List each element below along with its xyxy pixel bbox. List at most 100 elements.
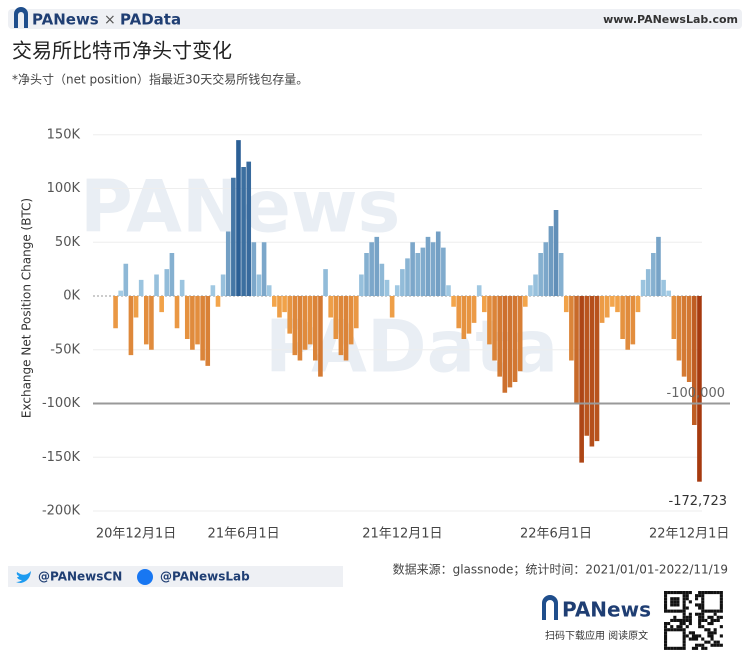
qr-module [695,594,699,598]
qr-module [682,609,686,613]
qr-module [719,643,723,647]
bar [297,296,303,361]
qr-module [698,634,702,638]
qr-module [701,606,705,610]
bar [400,269,405,296]
bar [671,296,677,339]
qr-module [673,628,677,632]
bar [666,290,672,296]
qr-module [688,615,692,619]
qr-module [698,622,702,626]
qr-module [719,634,723,638]
qr-module [701,637,705,641]
bar [113,296,118,329]
qr-module [701,615,705,619]
bar [118,290,123,296]
bar [574,296,579,404]
bar [410,242,415,296]
qr-module [685,591,689,595]
qr-module [704,640,708,644]
qr-module [710,609,714,613]
qr-module [701,612,705,616]
qr-module [682,618,686,622]
bar [497,296,502,377]
qr-module [673,615,677,619]
qr-module [695,646,699,650]
qr-module [670,597,674,601]
qr-module [713,591,717,595]
qr-module [713,628,717,632]
qr-module [719,625,723,629]
bar [328,296,333,318]
bar [123,263,129,296]
bar [420,247,426,296]
bar [241,167,246,296]
qr-module [716,609,720,613]
bar [656,236,661,296]
bar [533,274,538,296]
bar [686,296,692,382]
qr-module [673,646,677,650]
bar [266,285,272,296]
bar [277,296,282,318]
chart-title: 交易所比特币净头寸变化 [12,39,232,63]
bar [179,279,185,296]
bar [456,296,462,329]
bar [697,296,702,482]
qr-module [685,615,689,619]
bar [563,296,569,313]
qr-module [676,618,680,622]
qr-module [667,622,671,626]
bar [610,296,615,307]
qr-module [698,594,702,598]
bar [159,296,164,313]
bar [369,242,374,296]
bar [579,296,584,463]
bar [651,253,656,296]
qr-module [682,634,686,638]
qr-module [664,634,668,638]
brand: PANews [32,11,99,29]
qr-module [707,640,711,644]
facebook-handle: @PANewsLab [160,570,250,584]
qr-module [713,609,717,613]
qr-module [691,637,695,641]
facebook-icon [137,569,153,585]
qr-module [719,591,723,595]
qr-module [716,640,720,644]
qr-module [682,637,686,641]
qr-module [676,646,680,650]
qr-module [673,618,677,622]
qr-module [682,600,686,604]
qr-module [670,603,674,607]
qr-module [707,622,711,626]
bar [451,296,456,307]
twitter-icon [16,571,31,583]
qr-module [664,597,668,601]
bar [640,279,646,296]
bar [174,296,180,329]
qr-module [710,591,714,595]
qr-module [664,603,668,607]
bar [620,296,625,339]
qr-module [673,591,677,595]
qr-module [713,618,717,622]
qr-module [719,615,723,619]
qr-module [707,631,711,635]
separator: × [104,12,116,28]
bar [676,296,682,361]
qr-module [695,597,699,601]
qr-module [676,600,680,604]
bar [507,296,513,388]
bar [471,296,477,323]
chart-subtitle: *净头寸（net position）指最近30天交易所钱包存量。 [12,72,308,87]
qr-module [676,603,680,607]
qr-module [698,603,702,607]
bar [584,296,590,436]
annotation: -172,723 [669,494,727,509]
bar [164,269,170,296]
bar [512,296,518,382]
qr-module [688,631,692,635]
qr-module [664,594,668,598]
